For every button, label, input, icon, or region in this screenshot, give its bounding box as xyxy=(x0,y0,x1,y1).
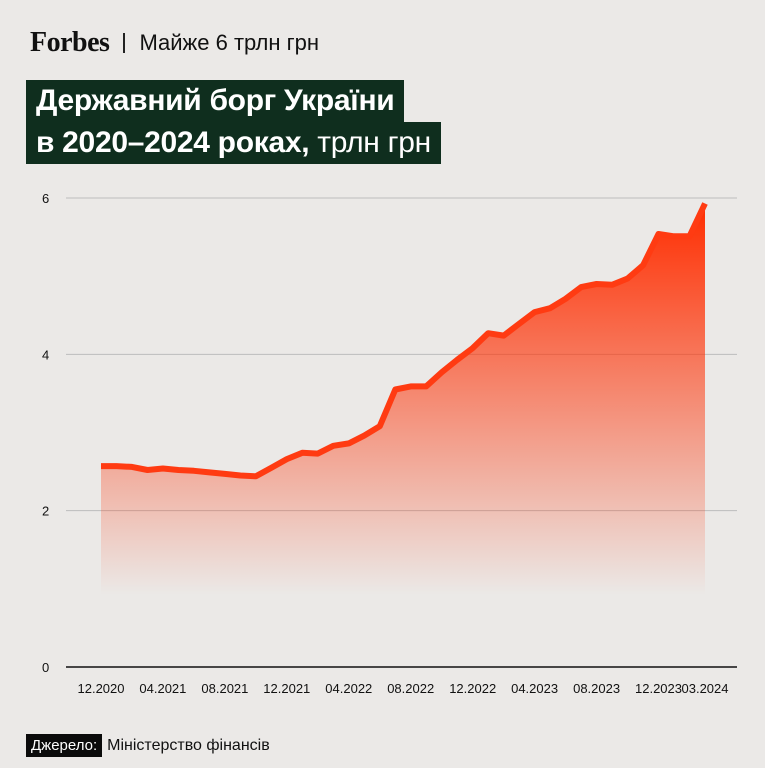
title-line-2-light: трлн грн xyxy=(317,126,431,159)
x-tick-label: 12.2023 xyxy=(635,681,682,696)
area-fill xyxy=(101,203,705,595)
area-layer xyxy=(100,202,708,595)
chart-title: Державний борг України в 2020–2024 роках… xyxy=(26,80,441,164)
x-tick-label: 12.2022 xyxy=(449,681,496,696)
y-tick-label: 2 xyxy=(42,504,49,519)
header-separator xyxy=(123,33,126,53)
x-tick-label: 08.2021 xyxy=(201,681,248,696)
source-value: Міністерство фінансів xyxy=(107,736,270,754)
y-tick-label: 0 xyxy=(42,660,49,675)
x-tick-label: 08.2023 xyxy=(573,681,620,696)
y-tick-label: 6 xyxy=(42,191,49,206)
source-footer: Джерело: Міністерство фінансів xyxy=(26,734,270,757)
x-tick-label: 12.2021 xyxy=(263,681,310,696)
x-tick-label: 04.2023 xyxy=(511,681,558,696)
source-label: Джерело: xyxy=(26,734,103,757)
x-tick-label: 08.2022 xyxy=(387,681,434,696)
header-subtitle: Майже 6 трлн грн xyxy=(139,30,320,55)
header: Forbes Майже 6 трлн грн xyxy=(30,26,319,60)
axes: 0 2 4 6 12.2020 04.2021 08.2021 12.2021 04.2022 0… xyxy=(42,191,737,696)
title-line-1: Державний борг України xyxy=(26,80,405,122)
x-tick-label: 03.2024 xyxy=(682,681,729,696)
y-tick-label: 4 xyxy=(42,347,49,362)
title-line-2-bold: в 2020–2024 роках, xyxy=(36,126,310,159)
forbes-logo: Forbes xyxy=(30,27,110,58)
title-line-2: в 2020–2024 роках, трлн грн xyxy=(26,122,441,164)
x-tick-label: 12.2020 xyxy=(78,681,125,696)
x-tick-label: 04.2021 xyxy=(139,681,186,696)
series-line xyxy=(101,202,708,480)
x-tick-label: 04.2022 xyxy=(325,681,372,696)
